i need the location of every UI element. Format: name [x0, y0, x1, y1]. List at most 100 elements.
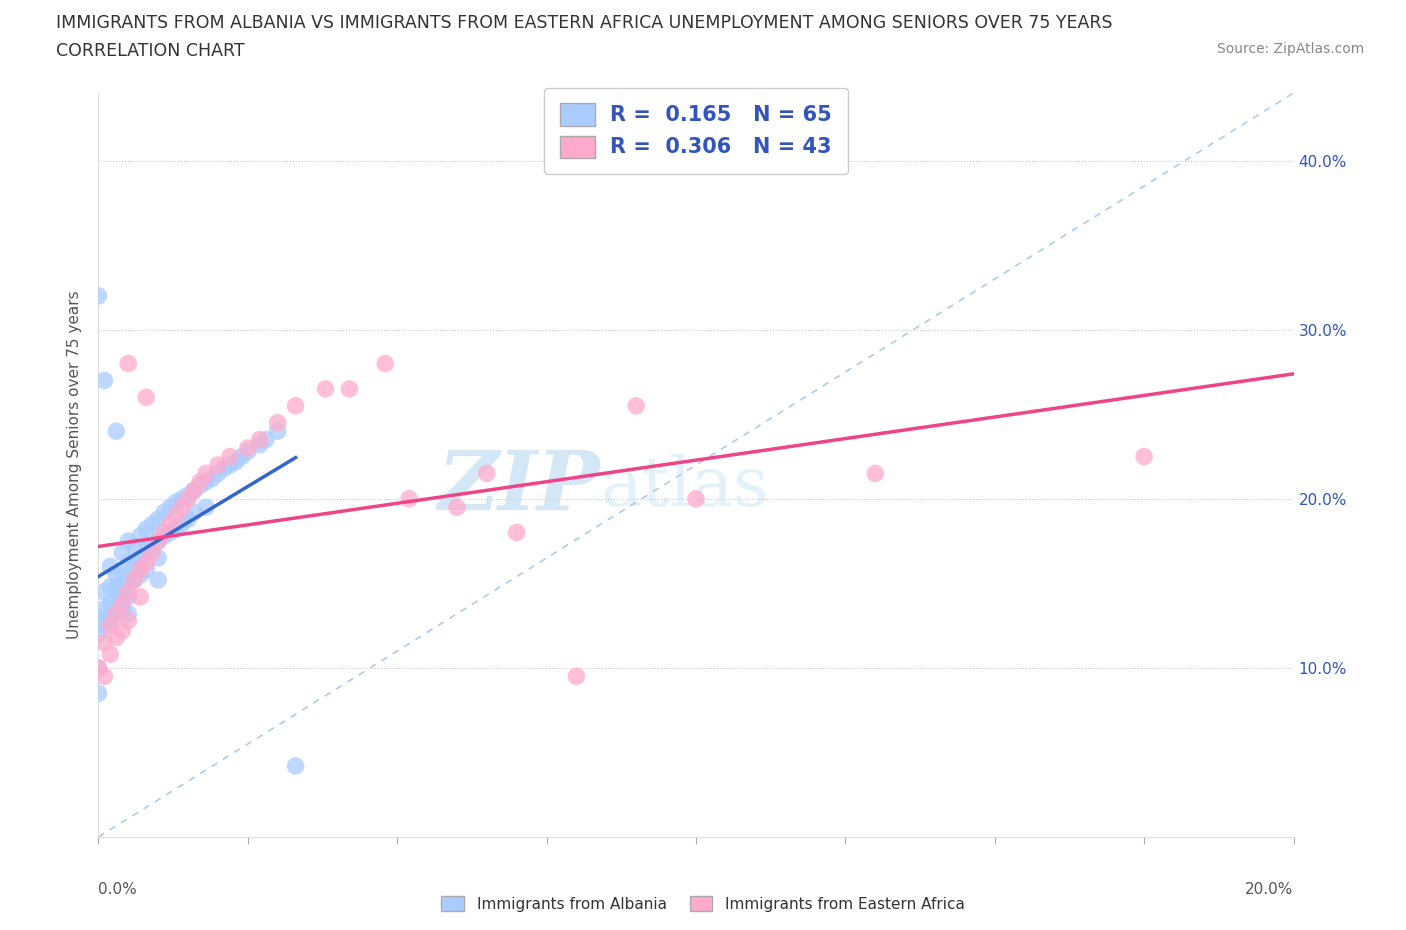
Point — [105, 579, 128, 594]
Point — [249, 437, 271, 452]
Point — [93, 635, 115, 650]
Point — [626, 398, 648, 413]
Point — [98, 647, 122, 662]
Point — [129, 528, 152, 543]
Point — [172, 491, 194, 506]
Legend: R =  0.165   N = 65, R =  0.306   N = 43: R = 0.165 N = 65, R = 0.306 N = 43 — [544, 87, 848, 174]
Point — [105, 606, 128, 621]
Point — [87, 660, 110, 675]
Point — [105, 592, 128, 607]
Point — [111, 596, 134, 611]
Point — [105, 630, 128, 644]
Point — [141, 546, 163, 561]
Point — [98, 613, 122, 628]
Legend: Immigrants from Albania, Immigrants from Eastern Africa: Immigrants from Albania, Immigrants from… — [436, 889, 970, 918]
Point — [117, 573, 139, 588]
Point — [195, 499, 218, 514]
Point — [105, 567, 128, 582]
Point — [267, 424, 290, 439]
Point — [231, 449, 253, 464]
Point — [339, 381, 361, 396]
Point — [165, 522, 187, 537]
Point — [148, 551, 170, 565]
Point — [98, 596, 122, 611]
Point — [219, 458, 242, 472]
Point — [117, 356, 139, 371]
Point — [148, 534, 170, 549]
Point — [135, 563, 157, 578]
Point — [165, 495, 187, 510]
Point — [117, 555, 139, 570]
Point — [177, 488, 200, 503]
Point — [129, 590, 152, 604]
Point — [188, 474, 211, 489]
Point — [148, 512, 170, 526]
Point — [195, 474, 218, 489]
Point — [105, 606, 128, 621]
Point — [165, 509, 187, 524]
Text: Source: ZipAtlas.com: Source: ZipAtlas.com — [1216, 42, 1364, 56]
Point — [236, 441, 259, 456]
Point — [236, 444, 259, 458]
Point — [201, 472, 224, 486]
Point — [98, 618, 122, 633]
Point — [87, 685, 110, 700]
Point — [98, 579, 122, 594]
Point — [685, 491, 707, 506]
Point — [124, 573, 146, 588]
Text: ZIP: ZIP — [437, 447, 600, 527]
Point — [506, 525, 529, 540]
Point — [188, 478, 211, 493]
Point — [159, 525, 181, 540]
Point — [111, 623, 134, 638]
Point — [183, 505, 205, 520]
Point — [207, 466, 229, 481]
Point — [111, 546, 134, 561]
Point — [87, 288, 110, 303]
Point — [105, 424, 128, 439]
Point — [565, 669, 588, 684]
Point — [153, 505, 176, 520]
Point — [172, 499, 194, 514]
Point — [111, 584, 134, 599]
Point — [135, 555, 157, 570]
Point — [195, 466, 218, 481]
Point — [93, 618, 115, 633]
Text: 20.0%: 20.0% — [1246, 882, 1294, 897]
Text: CORRELATION CHART: CORRELATION CHART — [56, 42, 245, 60]
Point — [135, 522, 157, 537]
Point — [135, 390, 157, 405]
Point — [225, 454, 247, 469]
Point — [212, 461, 235, 476]
Point — [207, 458, 229, 472]
Point — [129, 551, 152, 565]
Point — [117, 590, 139, 604]
Point — [284, 398, 307, 413]
Text: 0.0%: 0.0% — [98, 882, 138, 897]
Point — [129, 563, 152, 578]
Point — [129, 567, 152, 582]
Point — [87, 610, 110, 625]
Point — [153, 528, 176, 543]
Point — [183, 483, 205, 498]
Text: atlas: atlas — [600, 454, 769, 521]
Point — [177, 512, 200, 526]
Point — [141, 538, 163, 553]
Point — [93, 584, 115, 599]
Point — [93, 373, 115, 388]
Point — [398, 491, 420, 506]
Point — [267, 416, 290, 431]
Point — [87, 660, 110, 675]
Point — [148, 534, 170, 549]
Point — [124, 538, 146, 553]
Point — [1133, 449, 1156, 464]
Point — [124, 555, 146, 570]
Point — [254, 432, 277, 447]
Point — [87, 627, 110, 642]
Point — [148, 573, 170, 588]
Point — [98, 559, 122, 574]
Point — [117, 584, 139, 599]
Point — [159, 517, 181, 532]
Point — [284, 759, 307, 774]
Point — [315, 381, 337, 396]
